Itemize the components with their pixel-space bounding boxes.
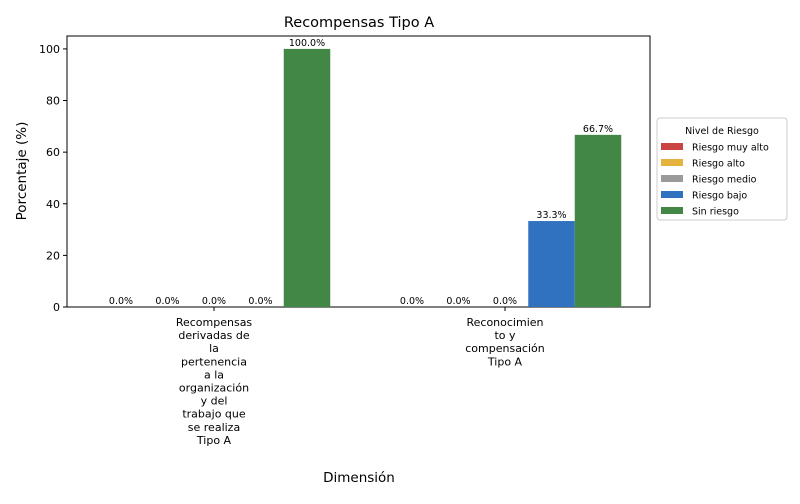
bar-label-1-1: 0.0% <box>446 296 470 307</box>
y-tick-label-3: 60 <box>46 146 60 159</box>
chart-title: Recompensas Tipo A <box>284 15 434 31</box>
bar-label-1-0: 0.0% <box>400 296 424 307</box>
bar-label-1-2: 0.0% <box>493 296 517 307</box>
legend-swatch-4 <box>661 207 683 214</box>
y-tick-label-5: 100 <box>39 43 60 56</box>
plot-area: 0 20 40 60 80 100 Recompensas derivadas de la per… <box>39 35 651 447</box>
legend-label-0: Riesgo muy alto <box>692 143 769 154</box>
legend-swatch-2 <box>661 175 683 182</box>
bar-label-1-3: 33.3% <box>536 210 566 221</box>
y-tick-label-4: 80 <box>46 95 60 108</box>
bar-label-0-2: 0.0% <box>202 296 226 307</box>
bar-label-1-4: 66.7% <box>583 124 613 135</box>
legend-box <box>656 117 788 221</box>
legend-swatch-1 <box>661 159 683 166</box>
legend-title: Nivel de Riesgo <box>685 126 759 137</box>
legend-label-3: Riesgo bajo <box>692 191 747 202</box>
legend: Nivel de Riesgo Riesgo muy alto Riesgo alt… <box>656 117 788 221</box>
bar-label-0-4: 100.0% <box>289 38 325 49</box>
x-tick-label-0: Recompensas derivadas de la pertenencia a la… <box>176 316 253 447</box>
legend-swatch-0 <box>661 143 683 150</box>
bar-label-0-3: 0.0% <box>248 296 272 307</box>
legend-label-2: Riesgo medio <box>692 175 757 186</box>
legend-swatch-3 <box>661 191 683 198</box>
x-tick-label-1: Reconocimien to y compensación Tipo A <box>465 316 545 368</box>
y-tick-label-1: 20 <box>46 249 60 262</box>
y-axis-label: Porcentaje (%) <box>14 122 30 221</box>
legend-label-4: Sin riesgo <box>692 207 739 218</box>
y-tick-label-0: 0 <box>53 301 60 314</box>
bar-1-3 <box>528 221 575 307</box>
bar-label-0-0: 0.0% <box>109 296 133 307</box>
bar-1-4 <box>574 134 622 307</box>
plot-frame <box>66 35 651 308</box>
bar-label-0-1: 0.0% <box>155 296 179 307</box>
legend-label-1: Riesgo alto <box>692 159 745 170</box>
y-tick-label-2: 40 <box>46 198 60 211</box>
bar-0-4 <box>283 48 331 308</box>
x-axis-label: Dimensión <box>323 470 395 486</box>
